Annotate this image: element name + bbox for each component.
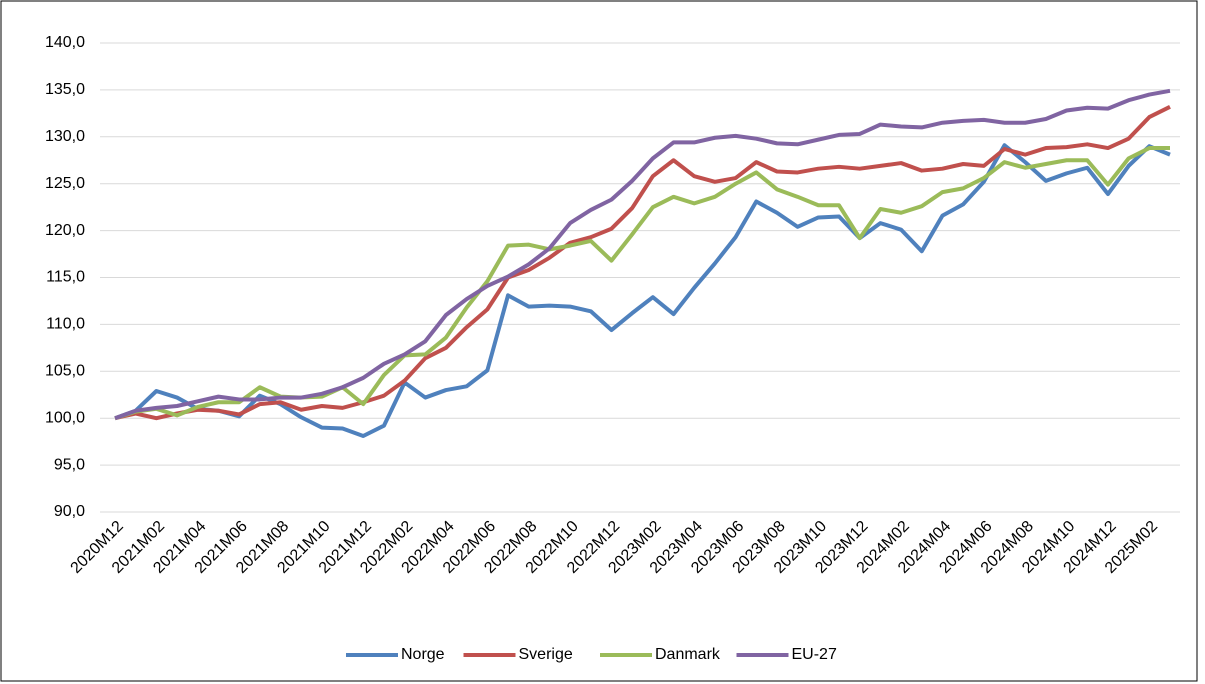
y-tick-label: 125,0 <box>45 175 85 192</box>
series-line <box>114 143 1171 439</box>
y-tick-label: 110,0 <box>46 316 85 333</box>
legend-label: EU-27 <box>792 646 837 663</box>
y-tick-label: 130,0 <box>45 128 85 145</box>
y-tick-label: 100,0 <box>45 409 85 426</box>
legend-label: Danmark <box>655 646 721 663</box>
y-tick-label: 120,0 <box>45 222 85 239</box>
legend-label: Sverige <box>519 646 573 663</box>
series-line <box>114 88 1171 421</box>
y-tick-label: 115,0 <box>46 269 85 286</box>
y-tick-label: 135,0 <box>45 81 85 98</box>
series-line <box>114 104 1171 421</box>
y-tick-label: 95,0 <box>54 456 85 473</box>
y-tick-label: 90,0 <box>54 503 85 520</box>
legend-label: Norge <box>401 646 445 663</box>
y-tick-label: 105,0 <box>45 363 85 380</box>
y-tick-label: 140,0 <box>45 34 85 51</box>
